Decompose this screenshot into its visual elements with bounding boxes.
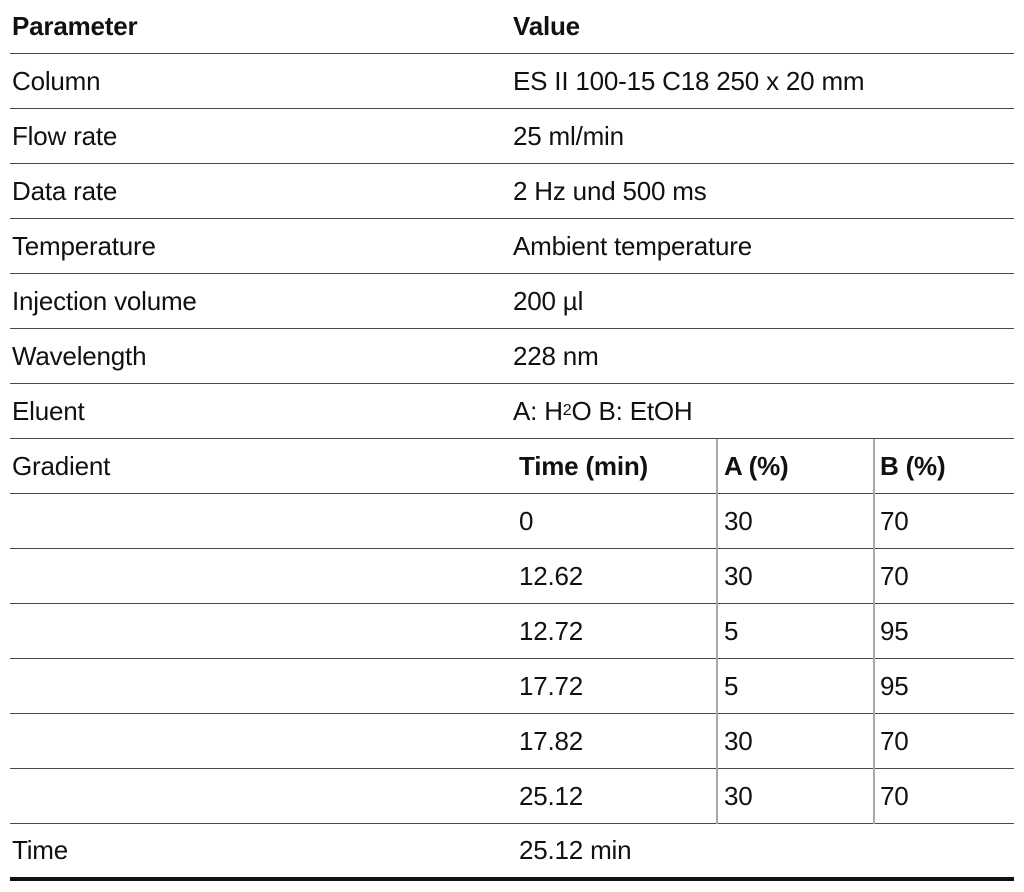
total-time-row: Time 25.12 min: [10, 824, 1014, 881]
header-value: Value: [513, 11, 580, 41]
param-label: Eluent: [12, 395, 85, 426]
table-header-row: Parameter Value: [10, 0, 1014, 54]
gradient-b: 95: [880, 615, 909, 646]
gradient-b: 95: [880, 670, 909, 701]
gradient-b: 70: [880, 780, 909, 811]
table-row: Flow rate 25 ml/min: [10, 109, 1014, 164]
param-value: 200 µl: [513, 285, 584, 316]
param-label: Temperature: [12, 230, 156, 261]
gradient-a: 30: [724, 725, 753, 756]
gradient-col-time: Time (min): [519, 450, 648, 481]
gradient-header-row: Gradient Time (min) A (%) B (%): [10, 439, 1014, 494]
header-parameter: Parameter: [12, 11, 138, 41]
gradient-time: 0: [519, 505, 534, 536]
gradient-time: 12.62: [519, 560, 584, 591]
table-row: Temperature Ambient temperature: [10, 219, 1014, 274]
gradient-time: 17.82: [519, 725, 584, 756]
table-row: Column ES II 100-15 C18 250 x 20 mm: [10, 54, 1014, 109]
param-label: Wavelength: [12, 340, 147, 371]
gradient-row: 17.72 5 95: [10, 659, 1014, 714]
total-time-label: Time: [12, 835, 69, 865]
table-row: Injection volume 200 µl: [10, 274, 1014, 329]
table-row: Data rate 2 Hz und 500 ms: [10, 164, 1014, 219]
param-value: 228 nm: [513, 340, 599, 371]
param-label: Flow rate: [12, 120, 118, 151]
gradient-a: 30: [724, 780, 753, 811]
total-time-value: 25.12 min: [519, 835, 632, 865]
gradient-a: 5: [724, 670, 739, 701]
param-value: Ambient temperature: [513, 230, 752, 261]
eluent-suffix: O B: EtOH: [571, 395, 693, 426]
gradient-row: 0 30 70: [10, 494, 1014, 549]
param-value: 25 ml/min: [513, 120, 624, 151]
gradient-b: 70: [880, 505, 909, 536]
gradient-a: 5: [724, 615, 739, 646]
gradient-row: 12.62 30 70: [10, 549, 1014, 604]
gradient-time: 12.72: [519, 615, 584, 646]
gradient-time: 25.12: [519, 780, 584, 811]
table-row: Wavelength 228 nm: [10, 329, 1014, 384]
param-label: Data rate: [12, 175, 118, 206]
gradient-divider: [873, 439, 875, 824]
eluent-prefix: A: H: [513, 395, 563, 426]
param-label: Column: [12, 65, 101, 96]
gradient-row: 25.12 30 70: [10, 769, 1014, 824]
gradient-label: Gradient: [12, 450, 111, 481]
gradient-a: 30: [724, 505, 753, 536]
param-value: 2 Hz und 500 ms: [513, 175, 707, 206]
param-label: Injection volume: [12, 285, 197, 316]
gradient-col-a: A (%): [724, 450, 789, 481]
gradient-b: 70: [880, 560, 909, 591]
gradient-row: 17.82 30 70: [10, 714, 1014, 769]
gradient-row: 12.72 5 95: [10, 604, 1014, 659]
gradient-divider: [716, 439, 718, 824]
gradient-a: 30: [724, 560, 753, 591]
gradient-time: 17.72: [519, 670, 584, 701]
gradient-col-b: B (%): [880, 450, 946, 481]
param-value: ES II 100-15 C18 250 x 20 mm: [513, 65, 865, 96]
gradient-b: 70: [880, 725, 909, 756]
parameter-table: Parameter Value Column ES II 100-15 C18 …: [10, 0, 1014, 881]
